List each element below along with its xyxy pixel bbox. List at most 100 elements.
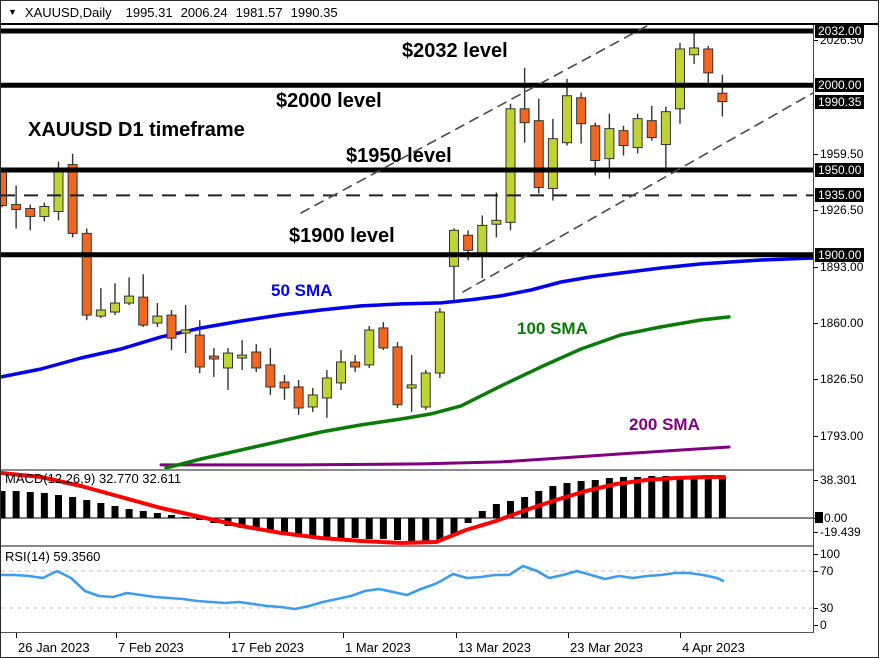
macd-histogram-bar [97,503,105,518]
macd-histogram-bar [620,477,627,518]
macd-panel[interactable] [1,471,813,545]
macd-histogram-bar [266,518,274,532]
rsi-panel-splitter[interactable] [1,545,878,547]
macd-histogram-bar [436,518,444,540]
macd-histogram-bar [676,476,684,518]
macd-histogram-bar [577,481,585,518]
bear-candle [265,364,276,388]
macd-histogram-bar [40,493,48,518]
date-axis[interactable]: 26 Jan 2023 7 Feb 2023 17 Feb 2023 1 Mar 20… [1,633,878,657]
bull-candle [53,171,64,213]
date-tick [680,633,681,638]
bull-candle [364,329,375,366]
price-axis-badge: 1935.00 [815,188,865,203]
macd-histogram-bar [1,491,6,518]
macd-histogram-bar [365,518,373,539]
price-axis[interactable]: 2032.00 2026.50 2000.00 1990.35 1959.50 1950.… [814,24,878,633]
bear-candle [590,125,601,161]
bear-candle [194,334,205,368]
macd-indicator-label: MACD(12,26,9) 32.770 32.611 [5,471,182,486]
macd-histogram-bar [464,518,472,523]
sma50-line [1,256,813,379]
annotation-sma100-label: 100 SMA [517,319,588,338]
date-axis-border [1,632,878,633]
bear-candle [251,351,262,369]
macd-histogram-bar [521,497,529,518]
macd-histogram-bar [704,477,712,518]
bull-candle [95,309,106,317]
rsi-indicator-label: RSI(14) 59.3560 [5,549,101,564]
macd-axis-label: 0.00 [814,511,847,525]
bull-candle [660,111,671,146]
macd-panel-splitter[interactable] [1,469,878,471]
bear-candle [618,130,629,147]
main-price-chart[interactable] [1,25,813,469]
macd-histogram-bar [168,515,175,518]
bear-candle [1,170,7,206]
bear-candle [392,346,403,406]
zero-line-tick [815,512,823,523]
sma200-line [159,445,731,467]
bull-candle [604,128,615,160]
quote-high: 2006.24 [180,4,228,20]
macd-histogram-bar [238,518,246,528]
macd-histogram-bar [507,501,514,518]
bull-candle [547,138,558,189]
sma100-line [164,315,731,469]
bull-candle [477,224,488,254]
bull-candle [307,394,318,408]
bull-candle [336,361,346,384]
bear-candle [378,327,389,349]
date-tick [343,633,344,638]
price-axis-label: 1826.50 [814,372,863,386]
macd-histogram-bar [281,518,288,533]
bear-candle [67,164,78,234]
macd-histogram-bar [337,518,345,538]
bear-candle [279,381,290,389]
price-axis-badge: 1990.35 [815,94,865,109]
bull-candle [406,384,417,389]
annotation-timeframe: XAUUSD D1 timeframe [28,119,245,141]
bear-candle [703,48,714,74]
macd-histogram-bar [295,518,303,535]
price-axis-label: 1926.50 [814,203,863,217]
macd-histogram-bar [252,518,260,530]
macd-histogram-bar [323,518,331,537]
macd-histogram-bar [690,477,698,518]
bull-candle [223,352,233,369]
price-axis-badge: 2032.00 [815,24,865,38]
chart-dropdown-icon[interactable]: ▼ [8,6,17,17]
price-axis-badge: 1950.00 [815,162,865,177]
macd-histogram-bar [196,518,204,520]
bear-candle [646,120,657,139]
macd-histogram-bar [309,518,317,536]
macd-histogram-bar [69,497,77,518]
macd-histogram-bar [718,478,726,518]
price-axis-label: 2026.50 [814,33,863,47]
bear-candle [138,296,149,326]
bear-candle [576,97,587,125]
date-tick [456,633,457,638]
macd-axis-label: 38.301 [814,473,857,487]
annotation-1950-level: $1950 level [346,145,452,167]
rsi-axis-label: 100 [814,547,840,561]
bull-candle [434,311,445,374]
date-label: 13 Mar 2023 [458,640,531,655]
macd-histogram-bar [139,511,147,518]
macd-axis-label: -19.439 [814,525,861,539]
bear-candle [11,204,22,210]
bear-candle [293,386,304,409]
bull-candle [632,118,643,149]
rsi-panel[interactable] [1,547,813,633]
macd-histogram-bar [26,492,34,518]
channel-lower-line [462,92,813,293]
symbol-timeframe: XAUUSD,Daily [24,4,112,20]
macd-histogram-bar [450,518,458,534]
bear-candle [81,232,92,316]
bear-candle [25,207,36,217]
date-tick [229,633,230,638]
bull-candle [39,205,50,217]
macd-histogram-bar [492,504,500,518]
date-label: 1 Mar 2023 [345,640,411,655]
